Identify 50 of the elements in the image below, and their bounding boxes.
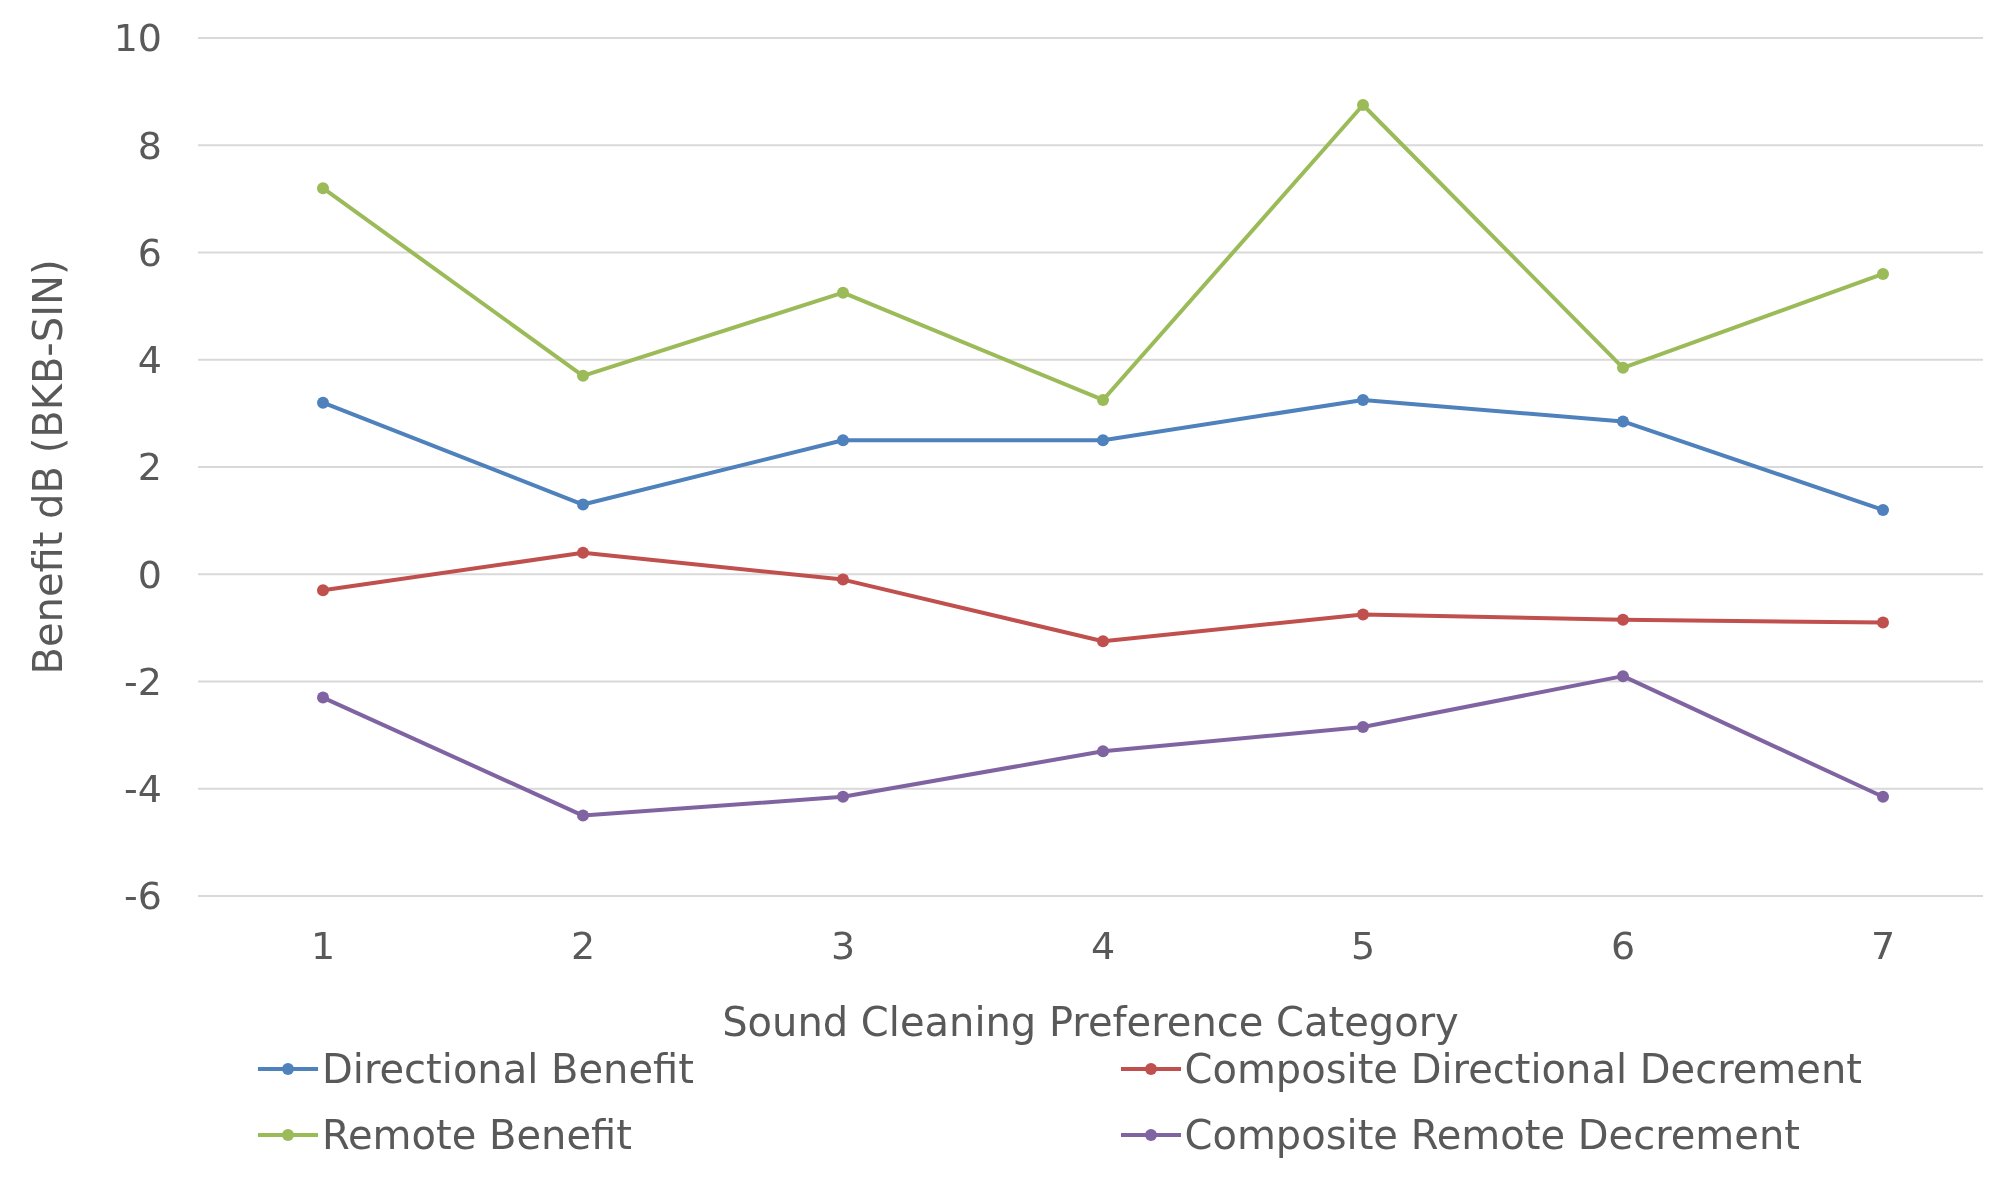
x-tick-label: 3 [830, 923, 856, 968]
legend-label: Remote Benefit [322, 1112, 632, 1158]
legend-label: Composite Remote Decrement [1184, 1112, 1800, 1158]
point [1617, 670, 1629, 683]
point [1877, 790, 1889, 803]
point [577, 369, 589, 382]
point [1877, 503, 1889, 516]
y-tick-label: 0 [137, 552, 162, 597]
point [1357, 393, 1369, 406]
x-tick-label: 4 [1090, 923, 1116, 968]
point [317, 182, 329, 195]
point [1097, 745, 1109, 758]
y-tick-label: -6 [124, 874, 162, 919]
point [1357, 99, 1369, 112]
x-tick-label: 5 [1350, 923, 1376, 968]
x-tick-label: 7 [1870, 923, 1896, 968]
point [837, 286, 849, 299]
y-tick-label: 4 [137, 338, 162, 383]
x-tick-label: 2 [570, 923, 596, 968]
point [837, 790, 849, 803]
y-tick-label: -2 [124, 659, 162, 704]
x-tick-label: 6 [1610, 923, 1636, 968]
y-tick-label: 10 [113, 16, 162, 61]
point [317, 691, 329, 704]
y-axis-title: Benefit dB (BKB-SIN) [25, 259, 72, 675]
point [1097, 393, 1109, 406]
y-tick-label: 6 [137, 230, 162, 275]
y-tick-label: 8 [137, 123, 162, 168]
x-tick-label: 1 [310, 923, 336, 968]
point [1617, 415, 1629, 428]
point [1097, 635, 1109, 648]
point [1357, 721, 1369, 734]
point [577, 546, 589, 559]
point [1097, 434, 1109, 447]
point [317, 396, 329, 409]
point [1617, 613, 1629, 626]
legend-label: Directional Benefit [322, 1046, 694, 1092]
point [1877, 616, 1889, 629]
x-axis-title: Sound Cleaning Preference Category [722, 999, 1459, 1045]
point [837, 573, 849, 586]
y-tick-label: -4 [124, 767, 162, 812]
point [317, 584, 329, 597]
point [1357, 608, 1369, 621]
legend-label: Composite Directional Decrement [1184, 1046, 1862, 1092]
point [577, 809, 589, 822]
y-tick-label: 2 [137, 445, 162, 490]
point [837, 434, 849, 447]
point [1617, 361, 1629, 374]
point [1877, 267, 1889, 280]
point [577, 498, 589, 511]
